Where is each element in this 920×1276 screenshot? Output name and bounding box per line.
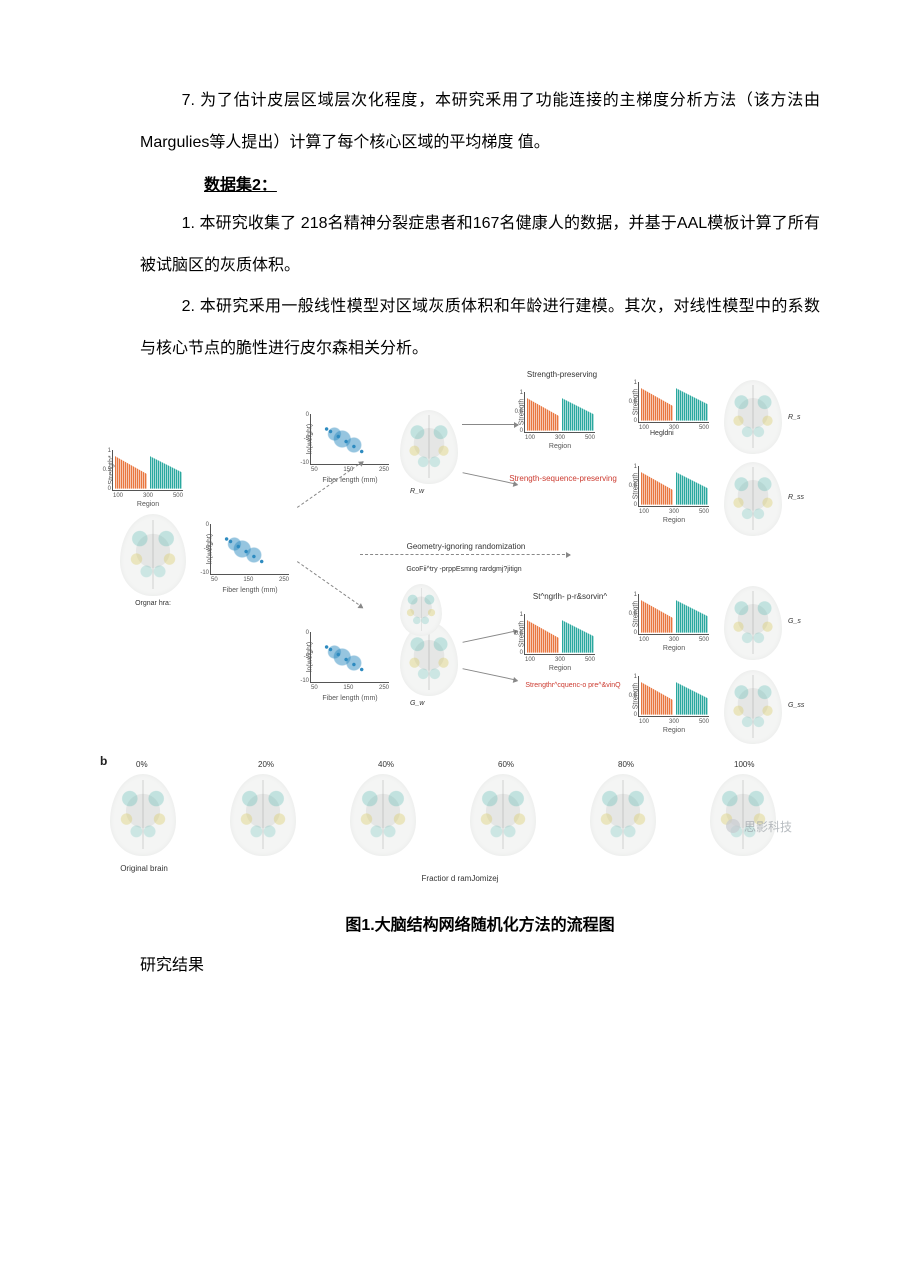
brain-Rs bbox=[724, 380, 782, 454]
arrow-icon bbox=[463, 668, 518, 681]
page: 7. 为了估计皮层区域层次化程度，本研究釆用了功能连接的主梯度分析方法（该方法由… bbox=[0, 0, 920, 1276]
brain-b-60 bbox=[470, 774, 536, 856]
axis-y-label: Strength* bbox=[108, 455, 115, 484]
scatter-geom-preserving: 0-5-10 ln(weight) 50150250 Fiber length … bbox=[310, 632, 389, 683]
dataset2-item2: 2. 本研究釆用一般线性模型对区域灰质体积和年龄进行建模。其次，对线性模型中的系… bbox=[140, 286, 820, 369]
axis-x-label: Region bbox=[113, 501, 183, 508]
figure-1: 10.50 Strength* 100300500 Region Orgnar … bbox=[110, 374, 810, 899]
label-original-brain: Orgnar hra: bbox=[116, 600, 190, 607]
brain-Gss bbox=[724, 670, 782, 744]
barplot-Rs: 10.50 Strength 100300500 Region bbox=[524, 392, 595, 433]
label-strength-seq-preserving: Strength-sequence-preserving bbox=[508, 474, 618, 483]
axis-y-label: Strength bbox=[633, 388, 640, 414]
brain-Rss bbox=[724, 462, 782, 536]
axis-x-label: Region bbox=[639, 727, 709, 734]
arrow-icon bbox=[463, 630, 518, 643]
axis-x-label: Fiber length (mm) bbox=[311, 695, 389, 702]
axis-y-label: ln(weight) bbox=[207, 533, 214, 563]
label-Gs: G_s bbox=[788, 618, 801, 625]
label-strength-preserving-2: St^ngrlh- p-r&sorvin^ bbox=[510, 592, 630, 601]
divider-icon bbox=[360, 554, 570, 555]
dataset2-heading: 数据集2： bbox=[204, 171, 820, 195]
brain-Rw bbox=[400, 410, 458, 484]
watermark-icon bbox=[726, 819, 740, 833]
label-Rss: R_ss bbox=[788, 494, 804, 501]
axis-y-label: Strength bbox=[633, 600, 640, 626]
axis-y-label: ln(weight) bbox=[307, 641, 314, 671]
axis-x-label: Region bbox=[639, 517, 709, 524]
scatter-original: 0-5-10 ln(weight) 50150250 Fiber length … bbox=[210, 524, 289, 575]
label-hegldni: Hegldni bbox=[650, 430, 674, 437]
watermark: 思影科技 bbox=[726, 818, 792, 835]
percent-20: 20% bbox=[258, 760, 274, 769]
brain-b-0 bbox=[110, 774, 176, 856]
label-Rs: R_s bbox=[788, 414, 800, 421]
paragraph-7: 7. 为了估计皮层区域层次化程度，本研究釆用了功能连接的主梯度分析方法（该方法由… bbox=[140, 80, 820, 163]
label-geom-preserving: GcoFii^try -prppEsmng rardgmj?jitign bbox=[364, 566, 564, 573]
dataset2-item1: 1. 本研究收集了 218名精神分裂症患者和167名健康人的数据，并基于AAL模… bbox=[140, 203, 820, 286]
barplot-original-strength: 10.50 Strength* 100300500 Region bbox=[112, 450, 183, 491]
barplot-Gs-2: 10.50 Strength 100300500 Region bbox=[638, 594, 709, 635]
label-Rw: R_w bbox=[410, 488, 424, 495]
arrow-icon bbox=[297, 561, 363, 608]
axis-y-label: Strength bbox=[519, 398, 526, 424]
barplot-Rss: 10.50 Strength 100300500 Region bbox=[638, 466, 709, 507]
label-fraction-randomized: Fractior d ramJomizej bbox=[380, 874, 540, 883]
percent-80: 80% bbox=[618, 760, 634, 769]
percent-60: 60% bbox=[498, 760, 514, 769]
scatter-geom-ignoring: 0-5-10 ln(weight) 50150250 Fiber length … bbox=[310, 414, 389, 465]
brain-Gs bbox=[724, 586, 782, 660]
label-strength-preserving: Strength-preserving bbox=[502, 370, 622, 379]
panel-b-label: b bbox=[100, 754, 107, 768]
axis-y-label: Strength bbox=[633, 472, 640, 498]
barplot-Gs: 10.50 Strength 100300500 Region bbox=[524, 614, 595, 655]
axis-x-label: Region bbox=[525, 443, 595, 450]
percent-100: 100% bbox=[734, 760, 754, 769]
brain-original bbox=[120, 514, 186, 596]
brain-b-80 bbox=[590, 774, 656, 856]
label-Gss: G_ss bbox=[788, 702, 804, 709]
label-strength-seq-preserving-2: Strengthr^cquenc-o pre^&vinQ bbox=[518, 682, 628, 689]
arrow-icon bbox=[462, 424, 518, 425]
brain-b-40 bbox=[350, 774, 416, 856]
percent-0: 0% bbox=[136, 760, 148, 769]
percent-40: 40% bbox=[378, 760, 394, 769]
brain-mid bbox=[400, 584, 442, 636]
label-Gw: G_w bbox=[410, 700, 424, 707]
axis-y-label: Strength bbox=[633, 682, 640, 708]
axis-x-label: Fiber length (mm) bbox=[211, 587, 289, 594]
brain-b-100 bbox=[710, 774, 776, 856]
axis-y-label: ln(weight) bbox=[307, 423, 314, 453]
label-geom-ignoring: Geometry-ignoring randomization bbox=[366, 542, 566, 551]
axis-x-label: Fiber length (mm) bbox=[311, 477, 389, 484]
figure-1-caption: 图1.大脑结构网络随机化方法的流程图 bbox=[140, 911, 820, 935]
brain-b-20 bbox=[230, 774, 296, 856]
label-original-brain-b: Original brain bbox=[108, 864, 180, 873]
axis-y-label: Strength bbox=[519, 620, 526, 646]
axis-x-label: Region bbox=[525, 665, 595, 672]
barplot-Gss: 10.50 Strength 100300500 Region bbox=[638, 676, 709, 717]
axis-x-label: Region bbox=[639, 645, 709, 652]
watermark-text: 思影科技 bbox=[744, 818, 792, 835]
results-heading: 研究结果 bbox=[140, 951, 820, 975]
barplot-Rs-2: 10.50 Strength 100300500 bbox=[638, 382, 709, 423]
